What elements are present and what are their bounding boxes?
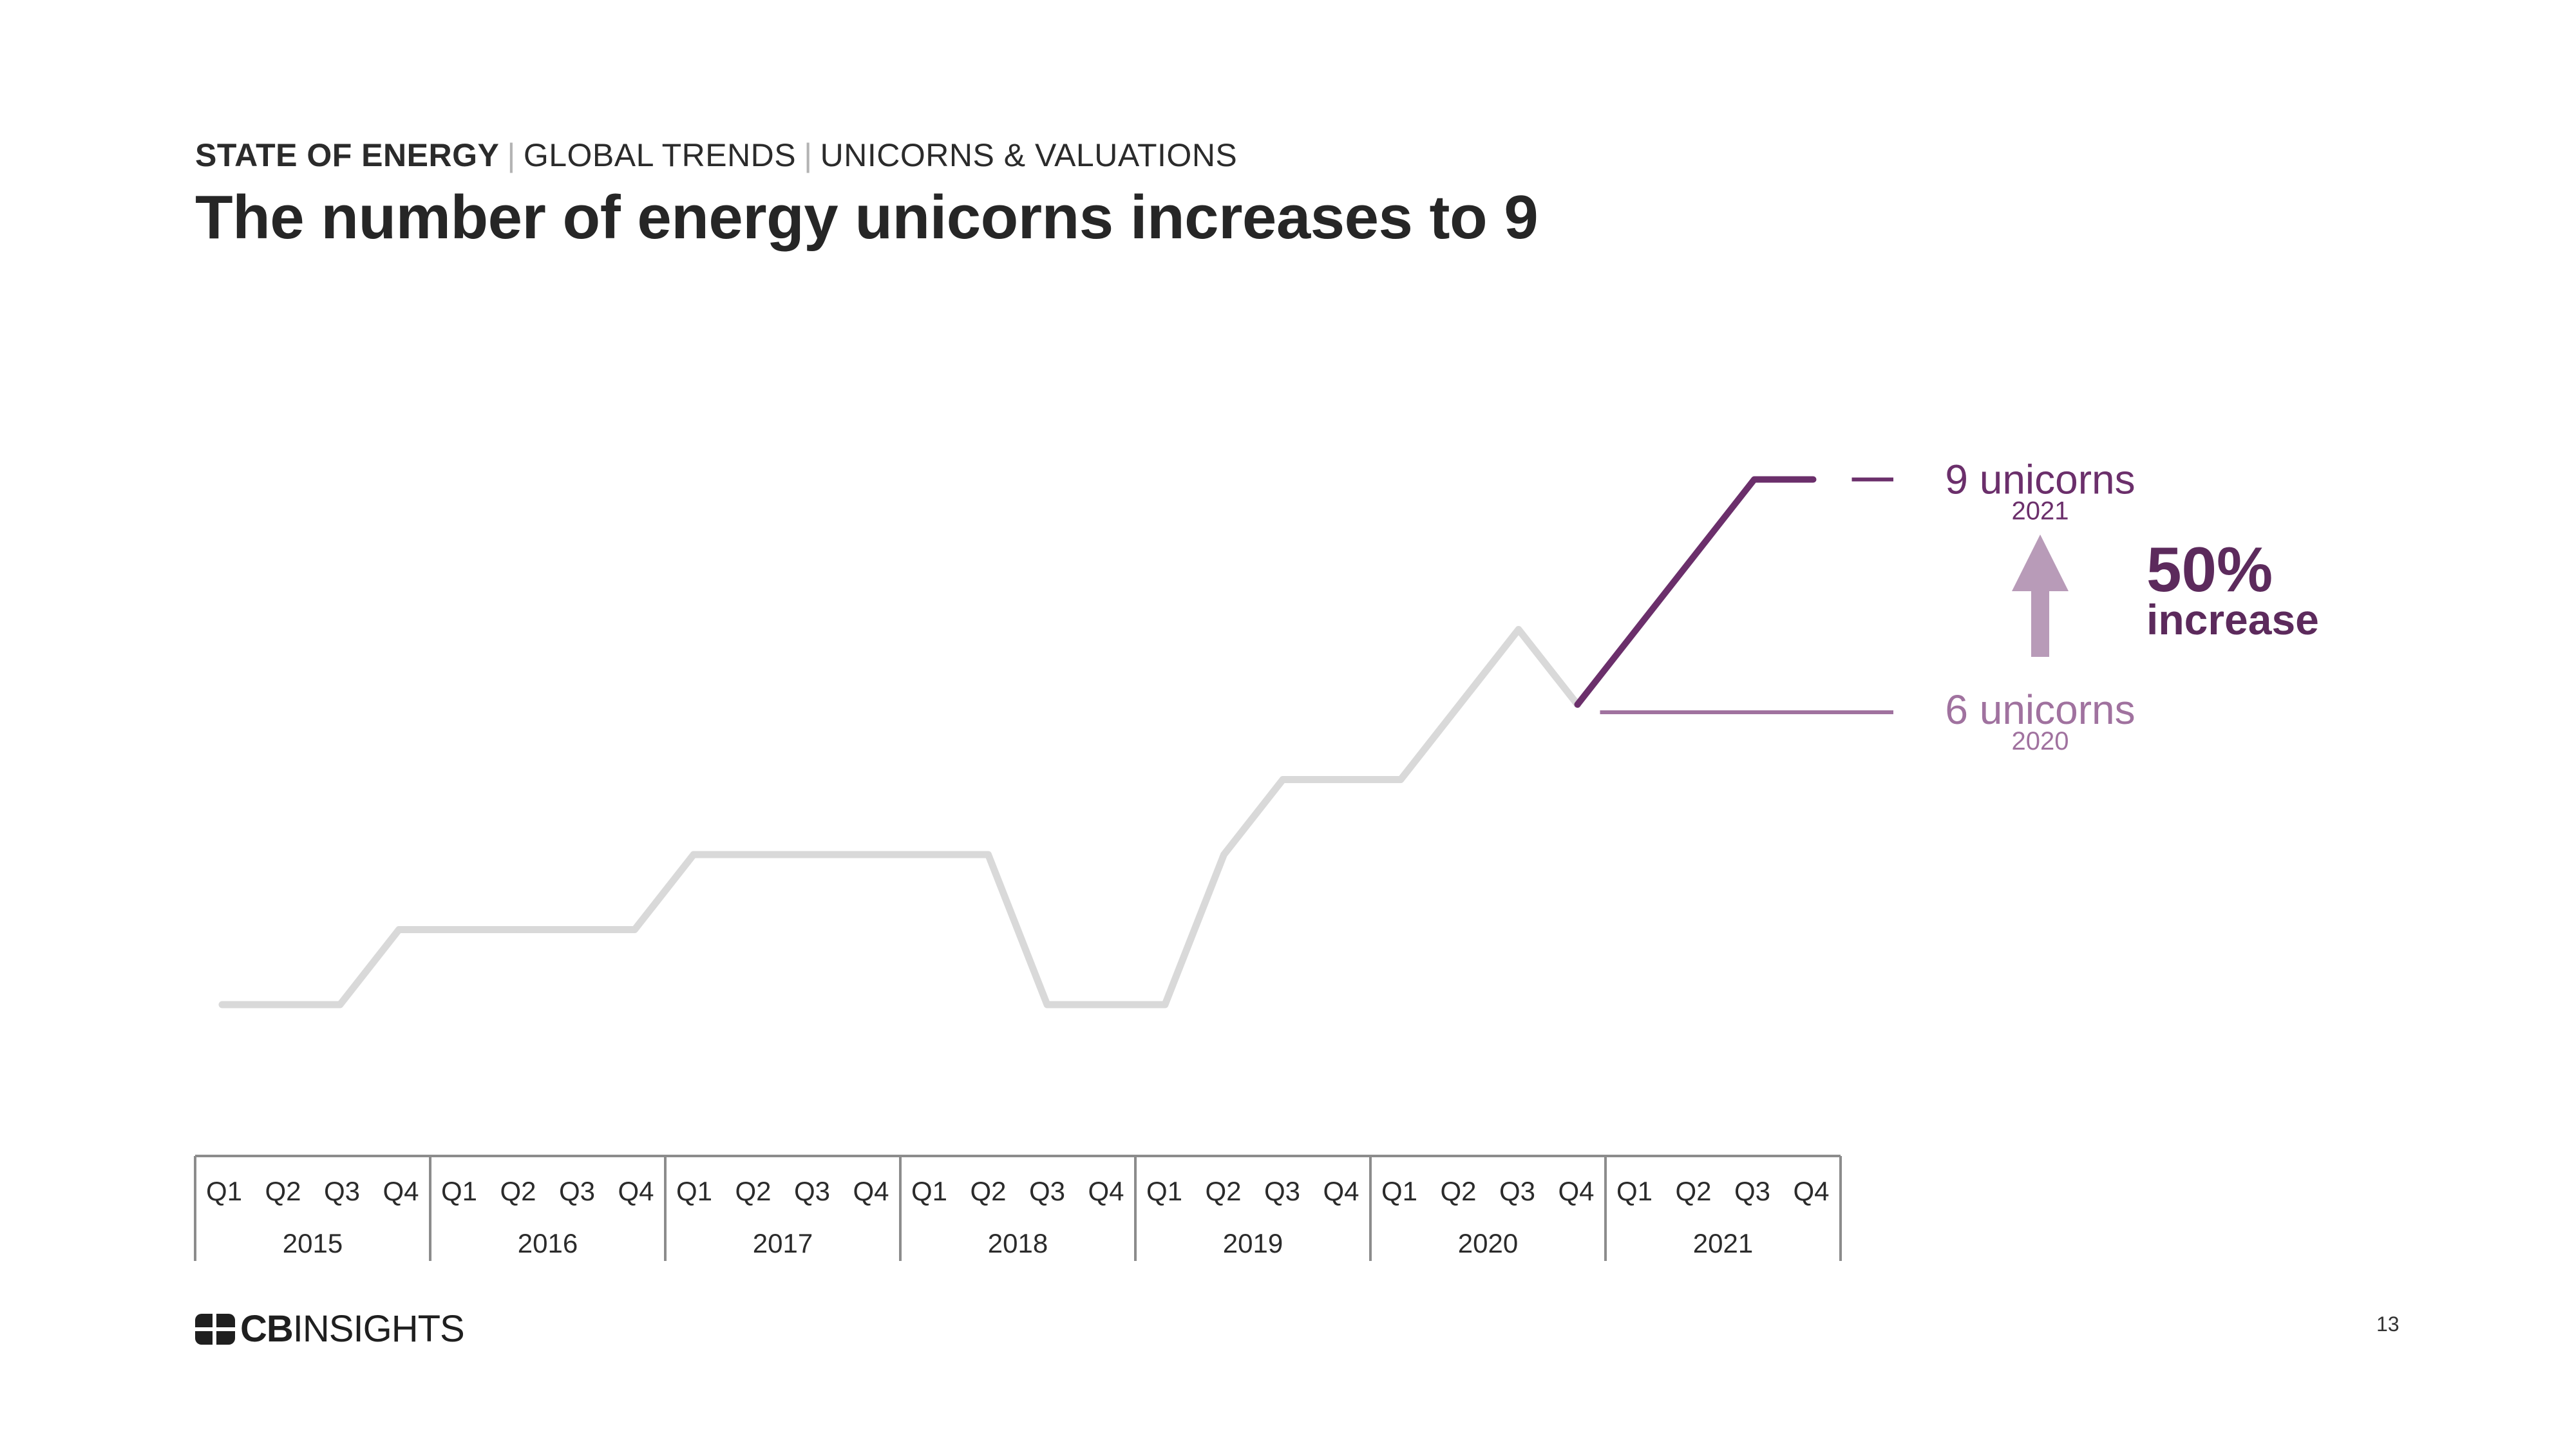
x-tick-quarter: Q2: [500, 1176, 536, 1206]
x-tick-quarter: Q1: [206, 1176, 242, 1206]
x-tick-year: 2016: [518, 1228, 578, 1258]
x-tick-quarter: Q1: [911, 1176, 947, 1206]
x-tick-quarter: Q4: [1793, 1176, 1829, 1206]
data-point: [632, 927, 637, 932]
breadcrumb-separator: |: [804, 137, 813, 173]
x-tick-quarter: Q2: [1205, 1176, 1241, 1206]
x-tick-year: 2015: [283, 1228, 343, 1258]
data-point: [1222, 853, 1226, 857]
percent-change-value: 50%: [2146, 534, 2273, 605]
x-tick-quarter: Q2: [265, 1176, 301, 1206]
unicorn-series-line-history: [218, 626, 1581, 1009]
data-point: [338, 1003, 342, 1007]
data-point: [1104, 1003, 1108, 1007]
x-tick-quarter: Q3: [1264, 1176, 1300, 1206]
data-point: [1811, 477, 1815, 482]
data-point: [927, 853, 931, 857]
data-point: [1045, 1003, 1049, 1007]
breadcrumb-subtopic: UNICORNS & VALUATIONS: [820, 137, 1238, 173]
x-tick-quarter: Q2: [735, 1176, 771, 1206]
percent-change-label: increase: [2146, 596, 2319, 643]
start-value-label: 6 unicorns: [1945, 687, 2135, 733]
increase-arrow-shaft: [2031, 591, 2049, 657]
unicorn-series-line-highlight: [1574, 476, 1817, 708]
x-tick-quarter: Q4: [1088, 1176, 1124, 1206]
data-point: [1517, 627, 1520, 632]
page-number: 13: [2376, 1312, 2400, 1336]
x-tick-quarter: Q3: [559, 1176, 595, 1206]
x-tick-quarter: Q1: [1616, 1176, 1653, 1206]
x-tick-quarter: Q1: [1381, 1176, 1417, 1206]
data-point: [1693, 553, 1698, 556]
data-point: [397, 927, 401, 932]
data-point: [1575, 703, 1580, 706]
data-point: [1399, 777, 1403, 782]
data-point: [986, 853, 990, 857]
end-value-year: 2021: [2012, 497, 2069, 526]
x-tick-quarter: Q1: [676, 1176, 712, 1206]
data-point: [1634, 627, 1638, 632]
x-tick-year: 2020: [1458, 1228, 1518, 1258]
breadcrumb-separator: |: [507, 137, 516, 173]
x-tick-quarter: Q3: [1029, 1176, 1065, 1206]
data-point: [456, 927, 460, 932]
cb-insights-logo-icon: [195, 1313, 235, 1345]
x-tick-year: 2021: [1693, 1228, 1753, 1258]
x-tick-quarter: Q4: [1323, 1176, 1359, 1206]
data-point: [692, 853, 696, 857]
data-point: [515, 927, 519, 932]
x-tick-quarter: Q4: [853, 1176, 889, 1206]
breadcrumb-topic: GLOBAL TRENDS: [523, 137, 797, 173]
data-point: [1281, 777, 1285, 782]
data-point: [868, 853, 873, 857]
x-tick-quarter: Q2: [970, 1176, 1006, 1206]
cb-insights-logo-text: CBINSIGHTS: [240, 1308, 465, 1350]
x-tick-year: 2019: [1223, 1228, 1283, 1258]
page-title: The number of energy unicorns increases …: [195, 183, 1539, 252]
cb-insights-logo: CBINSIGHTS: [195, 1307, 465, 1350]
end-value-label: 9 unicorns: [1945, 457, 2135, 503]
x-tick-quarter: Q2: [1440, 1176, 1476, 1206]
x-tick-quarter: Q3: [1499, 1176, 1535, 1206]
data-point: [750, 853, 755, 857]
breadcrumb-section: STATE OF ENERGY: [195, 137, 500, 173]
x-tick-quarter: Q4: [618, 1176, 654, 1206]
x-tick-year: 2017: [753, 1228, 813, 1258]
increase-arrow-icon: [2012, 535, 2069, 591]
data-point: [1457, 703, 1462, 706]
data-point: [279, 1003, 283, 1007]
x-tick-quarter: Q1: [1146, 1176, 1182, 1206]
x-tick-quarter: Q2: [1675, 1176, 1711, 1206]
x-tick-quarter: Q4: [1558, 1176, 1594, 1206]
x-tick-quarter: Q3: [794, 1176, 830, 1206]
data-point: [1340, 777, 1344, 782]
data-point: [574, 927, 578, 932]
data-point: [220, 1003, 224, 1007]
start-value-year: 2020: [2012, 727, 2069, 755]
data-point: [1752, 477, 1756, 482]
x-tick-quarter: Q3: [1734, 1176, 1770, 1206]
x-tick-quarter: Q1: [441, 1176, 477, 1206]
data-point: [1163, 1003, 1167, 1007]
x-tick-year: 2018: [988, 1228, 1048, 1258]
x-tick-quarter: Q3: [324, 1176, 360, 1206]
data-point: [810, 853, 813, 857]
breadcrumb: STATE OF ENERGY | GLOBAL TRENDS | UNICORNS &…: [195, 137, 1237, 174]
x-tick-quarter: Q4: [383, 1176, 419, 1206]
